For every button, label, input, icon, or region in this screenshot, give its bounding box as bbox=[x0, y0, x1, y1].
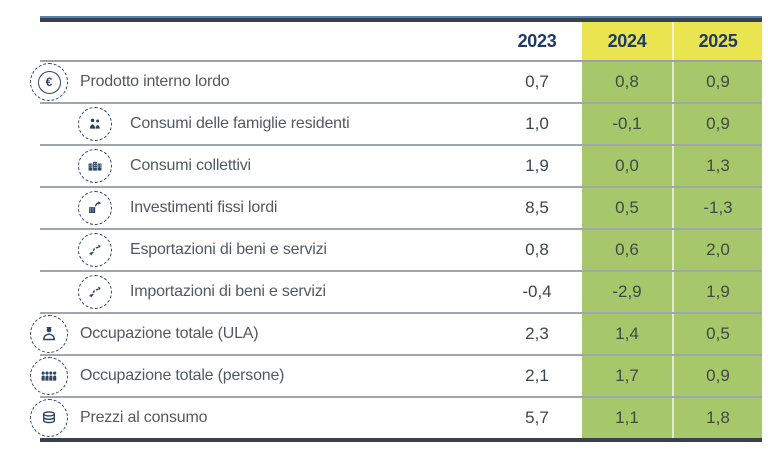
export-arrow-icon bbox=[78, 233, 112, 267]
column-header-2024: 2024 bbox=[582, 22, 672, 60]
import-arrow-icon bbox=[78, 275, 112, 309]
row-label-cell: Occupazione totale (ULA) bbox=[30, 314, 492, 354]
row-label: Consumi delle famiglie residenti bbox=[130, 115, 350, 132]
column-header-2025: 2025 bbox=[672, 22, 762, 60]
value-2023: 8,5 bbox=[525, 198, 549, 217]
column-header-2023: 2023 bbox=[517, 30, 557, 51]
table-row: Consumi collettivi 1,9 0,0 1,3 bbox=[40, 146, 762, 188]
table-row: Consumi delle famiglie residenti 1,0 -0,… bbox=[40, 104, 762, 146]
value-2025: 2,0 bbox=[672, 230, 762, 270]
row-label-cell: Consumi collettivi bbox=[40, 146, 492, 186]
value-2024: 0,0 bbox=[582, 146, 672, 186]
table-row: € Prodotto interno lordo 0,7 0,8 0,9 bbox=[30, 62, 762, 104]
value-2023: 1,0 bbox=[525, 114, 549, 133]
table-row: Investimenti fissi lordi 8,5 0,5 -1,3 bbox=[40, 188, 762, 230]
value-2024: 0,5 bbox=[582, 188, 672, 228]
row-label: Importazioni di beni e servizi bbox=[130, 283, 326, 300]
value-2023: 1,9 bbox=[525, 156, 549, 175]
row-label-cell: Occupazione totale (persone) bbox=[30, 356, 492, 396]
value-2024: 0,8 bbox=[582, 62, 672, 102]
header-empty-cell bbox=[40, 22, 492, 60]
row-label: Occupazione totale (ULA) bbox=[80, 325, 259, 342]
table-header-row: 2023 2024 2025 bbox=[40, 22, 762, 62]
row-label-cell: Esportazioni di beni e servizi bbox=[40, 230, 492, 270]
value-2025: 1,8 bbox=[672, 398, 762, 438]
euro-coin-icon: € bbox=[30, 63, 68, 101]
table-row: Occupazione totale (ULA) 2,3 1,4 0,5 bbox=[30, 314, 762, 356]
row-label: Occupazione totale (persone) bbox=[80, 367, 285, 384]
investment-icon bbox=[78, 191, 112, 225]
table-row: Esportazioni di beni e servizi 0,8 0,6 2… bbox=[40, 230, 762, 272]
value-2024: 1,4 bbox=[582, 314, 672, 354]
value-2025: 1,9 bbox=[672, 272, 762, 312]
row-label: Investimenti fissi lordi bbox=[130, 199, 278, 216]
row-label-cell: Prezzi al consumo bbox=[30, 398, 492, 438]
value-2024: -2,9 bbox=[582, 272, 672, 312]
worker-icon bbox=[30, 315, 68, 353]
table-row: Occupazione totale (persone) 2,1 1,7 0,9 bbox=[30, 356, 762, 398]
row-label: Prodotto interno lordo bbox=[80, 73, 230, 90]
row-label-cell: Importazioni di beni e servizi bbox=[40, 272, 492, 312]
people-icon bbox=[30, 357, 68, 395]
value-2024: 1,7 bbox=[582, 356, 672, 396]
value-2025: 0,5 bbox=[672, 314, 762, 354]
row-label: Esportazioni di beni e servizi bbox=[130, 241, 327, 258]
value-2023: 2,1 bbox=[525, 366, 549, 385]
table-bottom-border bbox=[40, 438, 762, 442]
value-2025: -1,3 bbox=[672, 188, 762, 228]
family-icon bbox=[78, 107, 112, 141]
value-2023: 0,7 bbox=[525, 72, 549, 91]
row-label-cell: Consumi delle famiglie residenti bbox=[40, 104, 492, 144]
value-2025: 0,9 bbox=[672, 62, 762, 102]
value-2025: 0,9 bbox=[672, 356, 762, 396]
value-2024: -0,1 bbox=[582, 104, 672, 144]
value-2024: 1,1 bbox=[582, 398, 672, 438]
value-2024: 0,6 bbox=[582, 230, 672, 270]
value-2023: -0,4 bbox=[522, 282, 552, 301]
value-2023: 2,3 bbox=[525, 324, 549, 343]
economic-forecast-table: 2023 2024 2025 € Prodotto interno lordo … bbox=[30, 16, 762, 442]
row-label-cell: € Prodotto interno lordo bbox=[30, 62, 492, 102]
value-2023: 5,7 bbox=[525, 408, 549, 427]
buildings-icon bbox=[78, 149, 112, 183]
value-2025: 0,9 bbox=[672, 104, 762, 144]
value-2023: 0,8 bbox=[525, 240, 549, 259]
table-row: Prezzi al consumo 5,7 1,1 1,8 bbox=[30, 398, 762, 438]
row-label: Prezzi al consumo bbox=[80, 409, 208, 426]
row-label: Consumi collettivi bbox=[130, 157, 251, 174]
table-row: Importazioni di beni e servizi -0,4 -2,9… bbox=[40, 272, 762, 314]
coins-stack-icon bbox=[30, 399, 68, 437]
table-top-border bbox=[40, 16, 762, 22]
row-label-cell: Investimenti fissi lordi bbox=[40, 188, 492, 228]
forecast-table-figure: 2023 2024 2025 € Prodotto interno lordo … bbox=[0, 16, 768, 464]
value-2025: 1,3 bbox=[672, 146, 762, 186]
